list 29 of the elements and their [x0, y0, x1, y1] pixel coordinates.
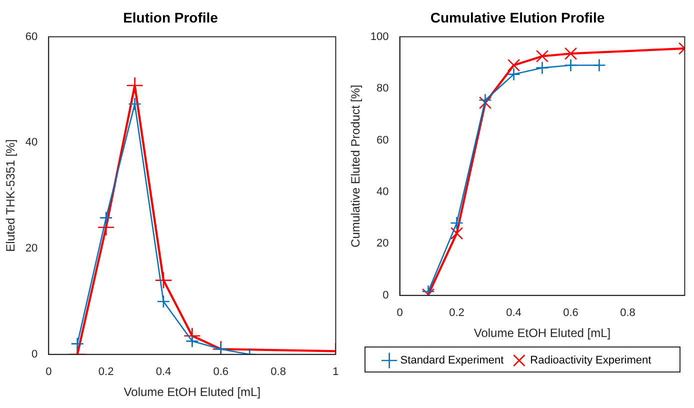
y-tick-label: 40: [376, 186, 389, 198]
x-tick-label: 0.6: [213, 366, 229, 378]
legend-label: Radioactivity Experiment: [530, 354, 652, 367]
y-axis-title: Eluted THK-5351 [%]: [4, 139, 18, 252]
y-axis-title: Cumulative Eluted Product [%]: [348, 84, 363, 248]
x-tick-label: 0.8: [270, 366, 286, 378]
x-tick-label: 0: [396, 307, 403, 320]
legend-label: Standard Experiment: [400, 354, 504, 367]
x-tick-label: 0.2: [98, 366, 114, 378]
y-tick-label: 20: [25, 242, 38, 255]
x-tick-label: 0.4: [156, 366, 172, 378]
chart-title: Elution Profile: [123, 9, 218, 26]
y-tick-label: 60: [25, 30, 38, 43]
y-tick-label: 60: [376, 134, 389, 146]
x-tick-label: 0.6: [563, 307, 578, 320]
y-tick-label: 0: [382, 289, 389, 302]
x-axis-title: Volume EtOH Eluted [mL]: [474, 326, 611, 340]
x-tick-label: 0: [46, 366, 52, 378]
y-tick-label: 20: [376, 238, 389, 250]
x-tick-label: 0.8: [620, 307, 636, 320]
x-axis-title: Volume EtOH Eluted [mL]: [124, 385, 261, 400]
y-tick-label: 100: [370, 30, 389, 43]
chart-title: Cumulative Elution Profile: [430, 9, 605, 26]
x-tick-label: 0.4: [506, 307, 522, 320]
x-tick-label: 0.2: [449, 307, 464, 320]
x-tick-label: 1: [332, 366, 339, 378]
y-tick-label: 80: [376, 82, 389, 95]
y-tick-label: 0: [32, 348, 38, 360]
y-tick-label: 40: [25, 136, 38, 149]
